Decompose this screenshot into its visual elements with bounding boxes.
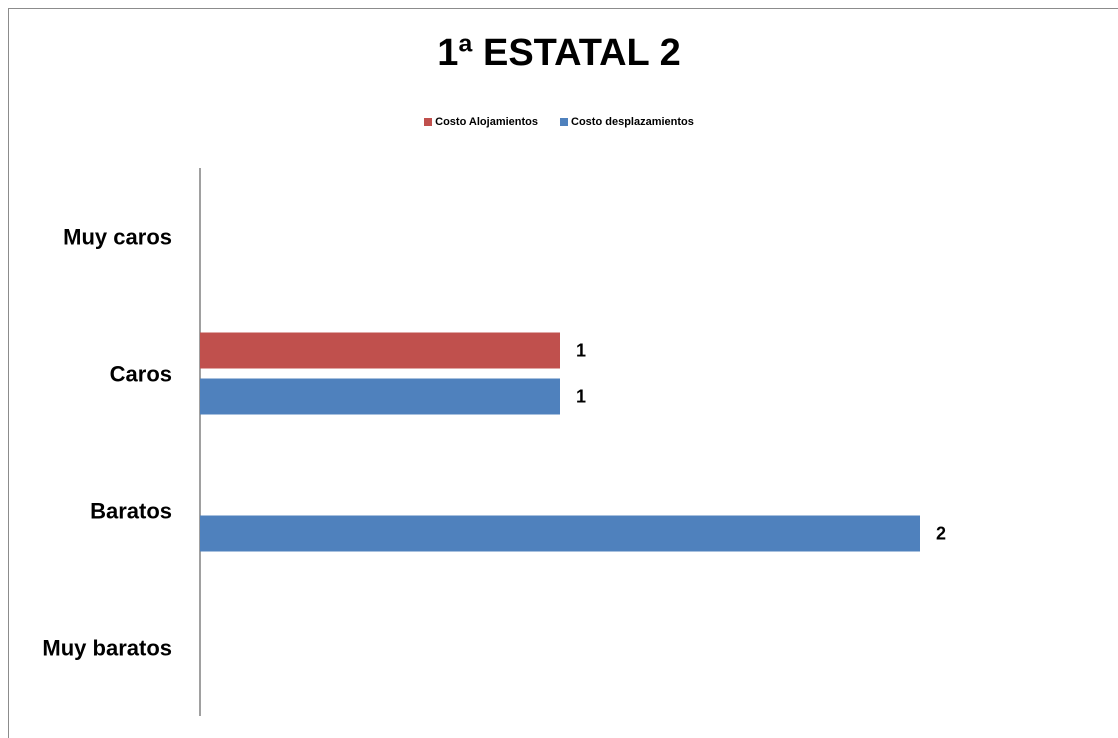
bar [200,332,560,369]
legend-label-desplazamientos: Costo desplazamientos [571,116,694,128]
legend-item-alojamientos: Costo Alojamientos [424,116,538,128]
legend: Costo Alojamientos Costo desplazamientos [0,116,1118,128]
category-label: Baratos [90,499,172,524]
bar [200,515,920,552]
data-label: 2 [936,524,946,544]
legend-swatch-alojamientos [424,118,433,126]
chart-title: 1ª ESTATAL 2 [437,32,681,74]
legend-swatch-desplazamientos [560,118,569,126]
legend-item-desplazamientos: Costo desplazamientos [560,116,694,128]
data-label: 1 [576,341,586,361]
category-label: Muy caros [63,225,172,250]
category-label: Caros [110,362,172,387]
bar [200,378,560,415]
legend-label-alojamientos: Costo Alojamientos [435,116,539,128]
category-label: Muy baratos [42,636,172,661]
chart-frame [8,8,1118,738]
data-label: 1 [576,387,586,407]
